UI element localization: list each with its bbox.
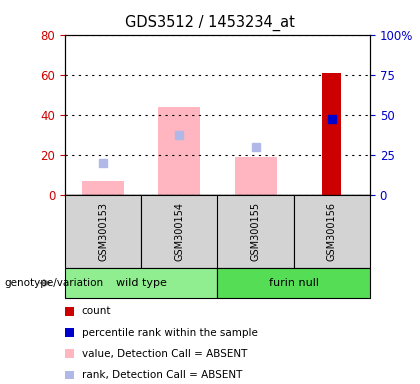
Text: value, Detection Call = ABSENT: value, Detection Call = ABSENT bbox=[82, 349, 247, 359]
Text: GDS3512 / 1453234_at: GDS3512 / 1453234_at bbox=[125, 15, 295, 31]
Bar bbox=[235, 157, 277, 195]
Text: GSM300155: GSM300155 bbox=[251, 202, 261, 261]
Text: percentile rank within the sample: percentile rank within the sample bbox=[82, 328, 258, 338]
Text: GSM300156: GSM300156 bbox=[327, 202, 337, 261]
Text: GSM300154: GSM300154 bbox=[174, 202, 184, 261]
Text: furin null: furin null bbox=[269, 278, 319, 288]
Text: wild type: wild type bbox=[116, 278, 167, 288]
Text: genotype/variation: genotype/variation bbox=[4, 278, 103, 288]
Text: GSM300153: GSM300153 bbox=[98, 202, 108, 261]
Text: rank, Detection Call = ABSENT: rank, Detection Call = ABSENT bbox=[82, 370, 242, 380]
Bar bbox=[158, 107, 200, 195]
Bar bbox=[82, 181, 124, 195]
Bar bbox=[322, 73, 341, 195]
Text: count: count bbox=[82, 306, 111, 316]
